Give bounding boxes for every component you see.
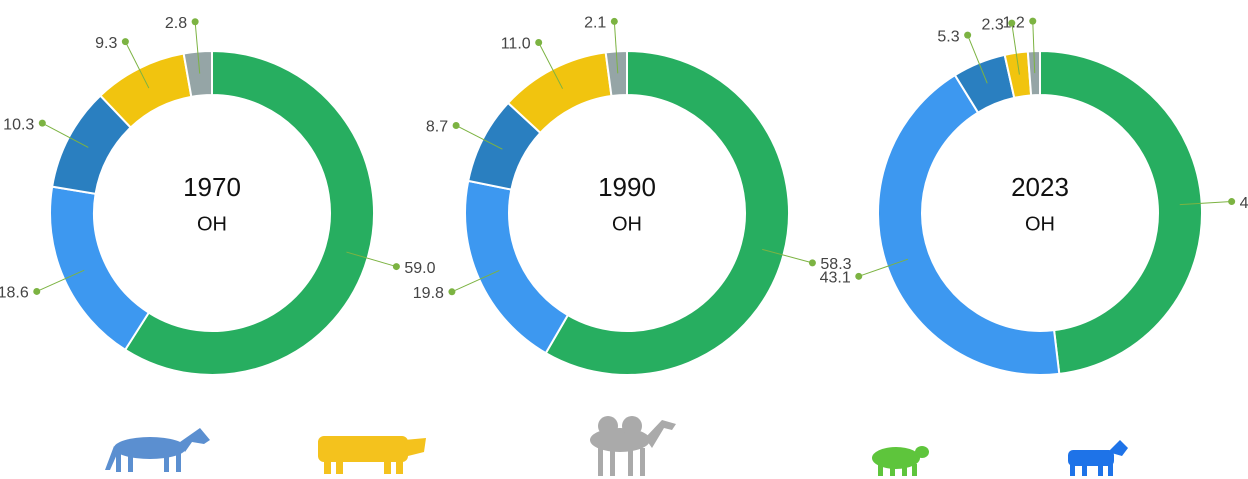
donut-segment (877, 73, 1061, 376)
donut-segment (604, 49, 628, 98)
data-label: 2.1 (584, 15, 606, 32)
leader-dot (191, 18, 199, 26)
horse-icon (105, 428, 210, 472)
data-label: 2.3 (982, 16, 1004, 33)
leader-dot (38, 119, 46, 127)
data-label: 59.0 (404, 260, 435, 277)
camel-icon (590, 416, 676, 476)
sheep-icon (872, 446, 929, 476)
center-subtitle: ОН (197, 213, 227, 235)
data-label: 8.7 (426, 119, 448, 136)
leader-line (613, 21, 619, 74)
data-label: 11.0 (501, 36, 531, 53)
leader-dot (448, 288, 456, 296)
center-subtitle: ОН (1025, 213, 1055, 235)
center-title: 2023 (1011, 172, 1069, 202)
leader-line (455, 125, 503, 150)
data-label: 1.2 (1003, 14, 1025, 31)
leader-line (762, 248, 813, 264)
leader-line (451, 270, 500, 293)
leader-line (42, 122, 89, 148)
leader-line (1032, 21, 1036, 74)
data-label: 19.8 (413, 285, 444, 302)
leader-dot (33, 287, 41, 295)
leader-line (194, 21, 201, 74)
data-label: 18.6 (0, 285, 29, 302)
cow-icon (318, 436, 426, 474)
donut-segment (1039, 49, 1203, 375)
center-subtitle: ОН (612, 213, 642, 235)
donut-chart: 58.3 19.8 8.7 11.0 2.1 1990 ОН (413, 15, 852, 376)
leader-line (124, 41, 150, 89)
leader-dot (964, 31, 972, 39)
leader-line (967, 34, 988, 84)
donut-segment (464, 179, 570, 355)
center-title: 1990 (598, 172, 656, 202)
leader-dot (1008, 19, 1016, 27)
data-label: 10.3 (3, 116, 34, 133)
leader-line (538, 42, 564, 89)
leader-dot (121, 38, 129, 46)
donut-segment (544, 49, 790, 376)
leader-dot (392, 263, 400, 271)
donut-chart: 48.1 43.1 5.3 2.31.2 2023 ОН (820, 14, 1248, 376)
data-label: 58.3 (820, 256, 851, 273)
donut-chart: 59.0 18.6 10.3 9.3 2.8 1970 ОН (0, 15, 436, 376)
donut-segment (1026, 49, 1041, 97)
data-label: 9.3 (95, 35, 117, 52)
data-label: 43.1 (820, 270, 851, 287)
goat-icon (1068, 440, 1128, 476)
leader-line (858, 258, 909, 277)
leader-line (1179, 201, 1232, 206)
leader-dot (1228, 198, 1236, 206)
donut-segment (123, 49, 375, 376)
leader-dot (855, 272, 863, 280)
leader-dot (808, 259, 816, 267)
data-label: 2.8 (165, 15, 187, 32)
center-title: 1970 (183, 172, 241, 202)
data-label: 5.3 (937, 28, 959, 45)
leader-dot (535, 39, 543, 47)
animal-icons (105, 416, 1128, 476)
leader-dot (452, 121, 460, 129)
leader-dot (610, 17, 618, 25)
leader-line (346, 251, 397, 268)
leader-line (1011, 23, 1020, 75)
leader-line (36, 269, 85, 292)
data-label: 48.1 (1240, 195, 1248, 212)
leader-dot (1029, 17, 1037, 25)
donut-segment (182, 49, 213, 98)
donut-segment (49, 185, 151, 352)
